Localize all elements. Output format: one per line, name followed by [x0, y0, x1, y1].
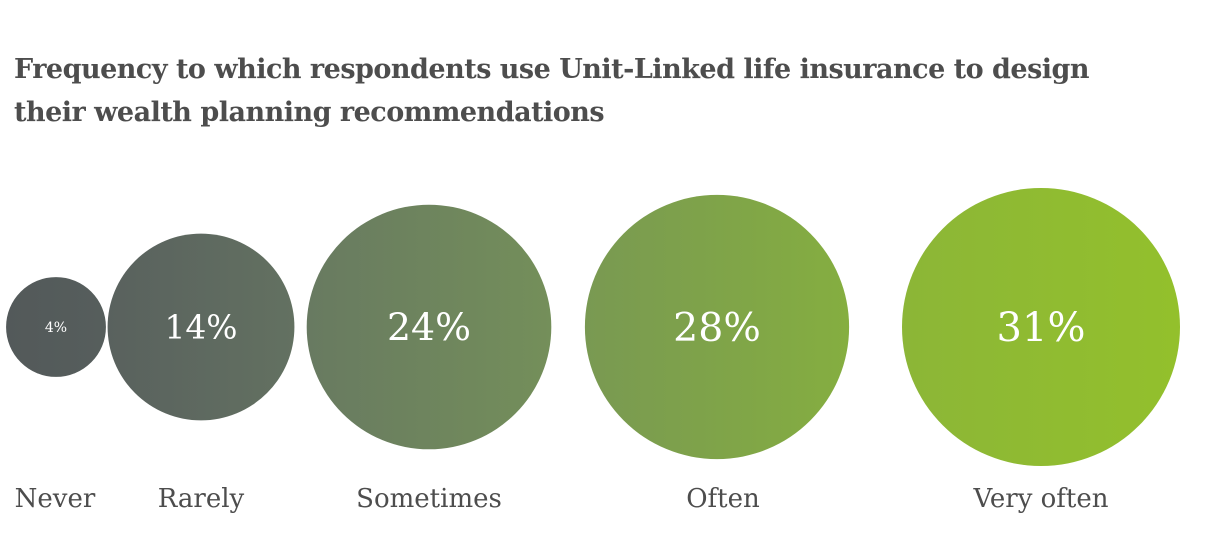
value-label: 4% [45, 320, 67, 336]
value-label: 28% [673, 305, 761, 351]
value-label: 14% [164, 308, 237, 347]
bubble-never [6, 277, 106, 377]
category-label: Sometimes [356, 484, 502, 514]
bubbles-group: 4% 14% 24% 28% 31% [6, 188, 1180, 466]
bubble-sometimes [306, 204, 552, 450]
value-label: 24% [387, 305, 471, 349]
bubble-very-often [902, 188, 1180, 466]
category-label: Often [686, 484, 760, 514]
bubble-rarely [107, 233, 295, 421]
chart-title: Frequency to which respondents use Unit-… [14, 54, 1090, 128]
category-label: Very often [972, 484, 1108, 514]
category-label: Rarely [158, 484, 245, 514]
category-labels-group: Never Rarely Sometimes Often Very often [15, 484, 1109, 514]
category-label: Never [15, 484, 96, 514]
bubble-often [584, 194, 850, 460]
value-label: 31% [997, 305, 1086, 351]
